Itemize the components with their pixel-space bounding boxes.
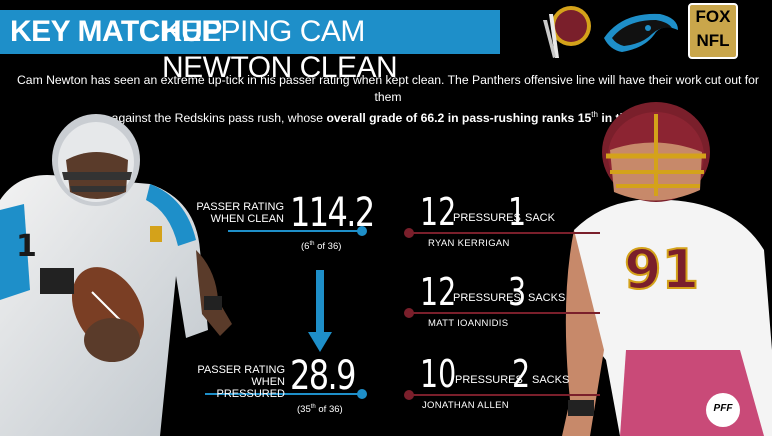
clean-rank-pre: (6 (301, 241, 310, 253)
rusher-1-line (410, 232, 600, 234)
clean-connector-dot (357, 226, 367, 236)
rusher-2-dot (404, 308, 414, 318)
rusher-2-sacks: 3 (508, 270, 527, 314)
ryan-kerrigan-photo: 91 (562, 102, 772, 436)
intro-line-1: Cam Newton has seen an extreme up-tick i… (16, 73, 759, 104)
clean-label: PASSER RATING WHEN CLEAN (188, 201, 284, 225)
pressured-rank: (35th of 36) (297, 404, 343, 415)
rusher-3-pressures-word: PRESSURES (455, 374, 523, 386)
rusher-3-name: JONATHAN ALLEN (422, 400, 509, 411)
svg-text:1: 1 (16, 229, 37, 264)
title-key-matchup: KEY MATCHUP (10, 15, 222, 48)
rusher-1-name: RYAN KERRIGAN (428, 238, 510, 249)
pressured-label-line-1: PASSER RATING (197, 364, 285, 376)
rusher-1-pressures-word: PRESSURES (453, 212, 521, 224)
rusher-2-pressures: 12 (420, 270, 457, 314)
pressured-rank-sup: th (310, 404, 316, 410)
pff-logo-text: PFF (713, 403, 733, 414)
pressured-passer-rating: 28.9 (290, 353, 356, 399)
rusher-1-sacks-word: SACK (525, 212, 555, 224)
pressured-connector-dot (357, 389, 367, 399)
cam-newton-photo: 1 (0, 114, 232, 436)
clean-connector-line (228, 230, 360, 232)
rusher-1-dot (404, 228, 414, 238)
rusher-2-line (410, 312, 600, 314)
nfl-text: NFL (696, 31, 730, 50)
rusher-3-line (410, 394, 600, 396)
pressured-label-line-2: WHEN PRESSURED (216, 376, 285, 400)
rusher-1-pressures: 12 (420, 190, 457, 234)
clean-rank-sup: th (309, 241, 315, 247)
pff-logo: PFF (706, 393, 740, 427)
rusher-2-name: MATT IOANNIDIS (428, 318, 509, 329)
pressured-label: PASSER RATING WHEN PRESSURED (180, 364, 285, 400)
rusher-3-sacks-word: SACKS (532, 374, 570, 386)
clean-label-line-1: PASSER RATING (196, 201, 284, 213)
intro-line-2-sup: th (591, 110, 598, 119)
redskins-logo (543, 6, 591, 58)
rusher-3-pressures: 10 (420, 352, 457, 396)
rusher-3-dot (404, 390, 414, 400)
pressured-rank-pre: (35 (297, 404, 311, 416)
clean-rank-post: of 36) (314, 241, 342, 253)
pressured-connector-line (205, 393, 360, 395)
header: KEY MATCHUP KEEPING CAM NEWTON CLEAN FOX… (0, 0, 772, 84)
rusher-2-pressures-word: PRESSURES (453, 292, 521, 304)
rusher-1-sacks: 1 (508, 190, 527, 234)
down-arrow-icon (308, 270, 332, 352)
intro-line-2-bold-a: overall grade of 66.2 in pass-rushing ra… (326, 111, 592, 126)
fox-text: FOX (695, 7, 731, 26)
clean-label-line-2: WHEN CLEAN (210, 213, 284, 225)
rusher-2-sacks-word: SACKS (528, 292, 566, 304)
rusher-3-sacks: 2 (512, 352, 531, 396)
title-subject: KEEPING CAM NEWTON CLEAN (162, 15, 398, 84)
fox-nfl-logo: FOX NFL (688, 3, 738, 59)
pressured-rank-post: of 36) (315, 404, 343, 416)
panthers-logo (604, 13, 678, 52)
intro-line-2: against the Redskins pass rush, whose ov… (14, 106, 762, 127)
clean-passer-rating: 114.2 (290, 190, 375, 236)
intro-text: Cam Newton has seen an extreme up-tick i… (14, 72, 762, 127)
title-bar: KEY MATCHUP KEEPING CAM NEWTON CLEAN (0, 10, 500, 84)
clean-rank: (6th of 36) (301, 241, 341, 252)
svg-text:91: 91 (624, 238, 699, 301)
intro-line-2-plain: against the Redskins pass rush, whose (111, 111, 327, 126)
